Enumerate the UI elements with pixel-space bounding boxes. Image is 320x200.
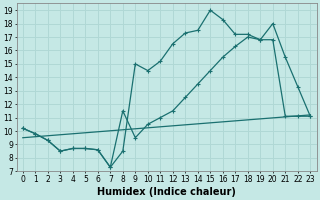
X-axis label: Humidex (Indice chaleur): Humidex (Indice chaleur) (97, 187, 236, 197)
